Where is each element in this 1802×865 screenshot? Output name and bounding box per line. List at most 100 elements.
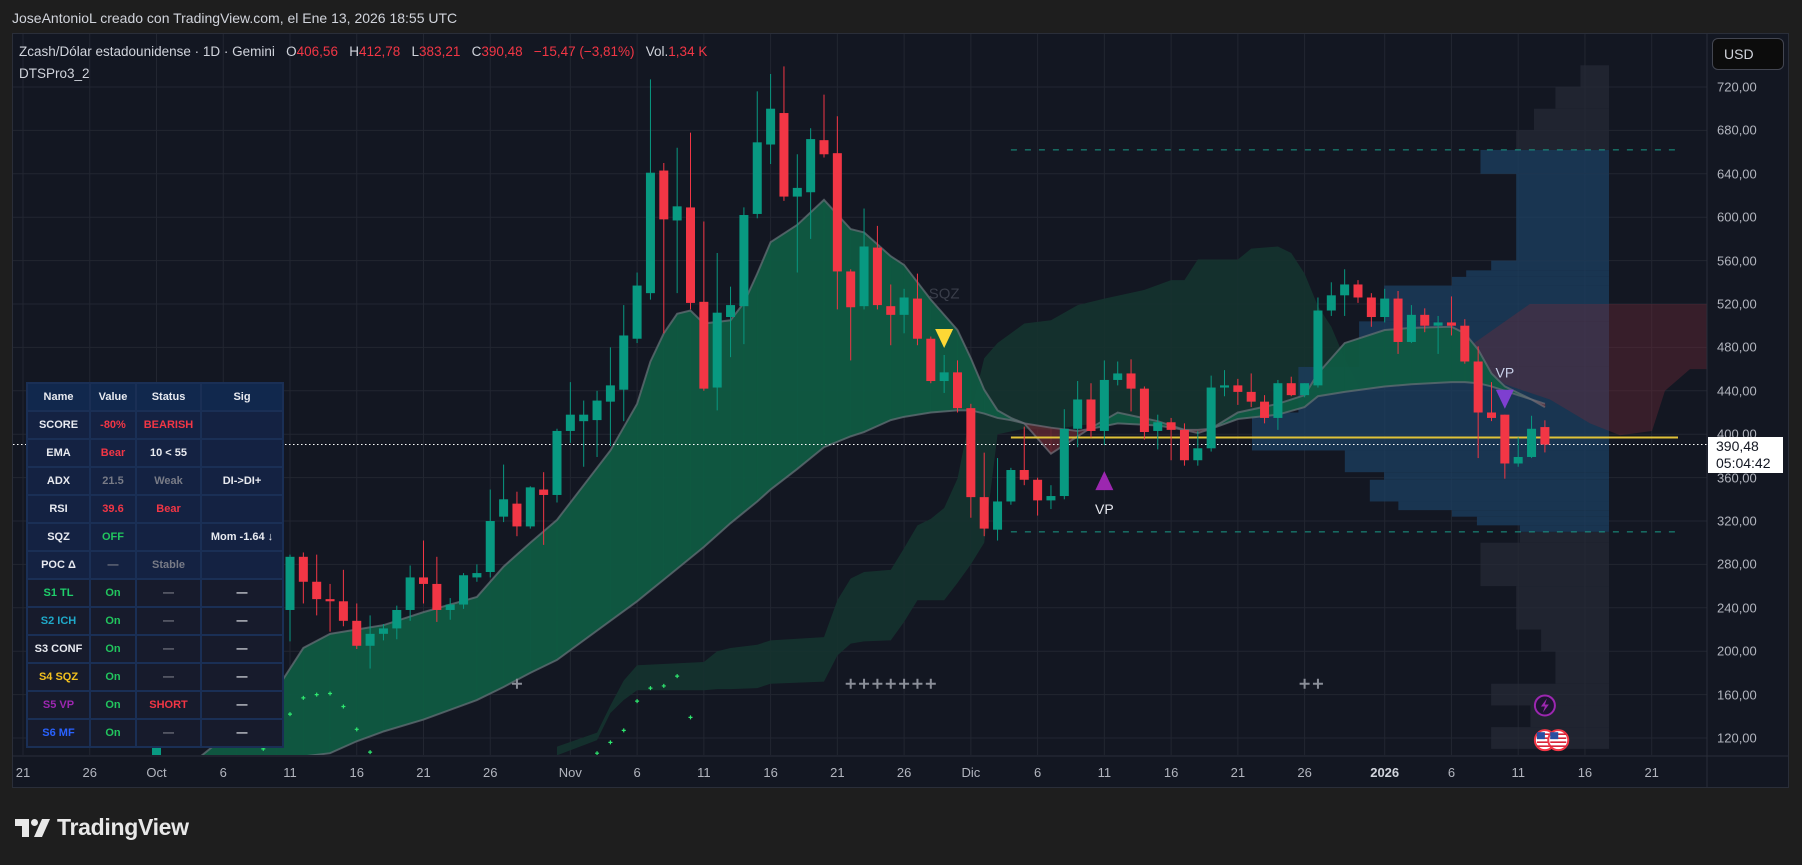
green-dot-marker-icon [314,692,319,697]
table-row: EMA Bear 10 < 55 [26,438,284,468]
candle-body [459,575,469,605]
candle [726,286,736,358]
candle-body [1179,429,1189,461]
date-tick-label: 26 [896,765,912,780]
volume-profile-bar [1451,276,1609,286]
candle [1139,386,1149,440]
volume-profile-bar [1491,683,1609,706]
row-value: On [89,634,137,664]
low-label: L [411,44,420,59]
row-value: On [89,578,137,608]
candle [285,554,295,642]
candle [1460,319,1470,364]
price-tick-label: 560,00 [1717,253,1757,269]
green-dot-marker-icon [688,715,693,720]
table-row: S1 TL On — — [26,578,284,608]
candle [392,605,402,640]
row-signal: — [200,634,284,664]
date-tick-label: 6 [633,765,641,780]
volume-profile-bar [1369,479,1609,502]
date-tick-label: 16 [349,765,364,780]
candle [806,128,816,239]
row-value: On [89,662,137,692]
candle-body [1099,379,1109,431]
candle-body [806,139,816,193]
candle-body [152,740,161,755]
row-signal: — [200,718,284,748]
candle-body [1206,387,1216,449]
table-header-cell: Sig [200,382,284,412]
candle-body [312,581,322,600]
currency-button[interactable]: USD [1712,38,1784,70]
ema-fast-line [200,198,1546,755]
candle [1206,375,1216,452]
candle [939,354,949,393]
symbol-name[interactable]: Zcash/Dólar estadounidense · 1D · Gemini [19,44,275,59]
indicator-dashboard: Name Value Status Sig SCORE -80% BEARISH EMA Bea… [26,382,284,748]
ema-band-segment [663,312,678,581]
bear-zone [1464,304,1707,436]
candle [539,472,549,545]
price-tick-label: 640,00 [1717,166,1757,182]
candle-body [619,335,629,390]
row-signal [200,494,284,524]
candle-body [872,247,882,306]
candle-body [953,372,962,409]
symbol-legend: Zcash/Dólar estadounidense · 1D · Gemini… [19,44,707,59]
date-tick-label: 2026 [1370,765,1400,780]
candle-body [592,400,602,421]
date-tick-label: 21 [1230,765,1246,780]
volume-profile-bar [1451,510,1609,517]
candle [405,565,415,621]
candle-body [512,503,522,527]
row-value: On [89,718,137,748]
candle-body [1113,373,1123,380]
price-tick-label: 120,00 [1717,730,1757,746]
indicator-name[interactable]: DTSPro3_2 [19,66,90,81]
table-row: POC Δ — Stable [26,550,284,580]
volume-profile-bar [1555,651,1609,684]
volume-profile-bar [1480,542,1609,587]
candle [993,458,1003,541]
candle-body [779,113,789,197]
row-status [135,522,202,552]
candle [899,288,909,334]
candle-body [859,246,869,307]
plus-marker-icon [925,678,936,689]
date-tick-label: Dic [961,765,981,780]
volume-profile-bar [1516,130,1609,150]
price-tick-label: 680,00 [1717,122,1757,138]
candle [1260,395,1270,424]
candle-body [752,142,762,214]
candle [472,564,482,582]
plus-marker-icon [1312,678,1323,689]
candle-body [632,285,642,339]
date-tick-label: 21 [15,765,31,780]
candle [325,583,335,632]
candle-body [485,521,495,572]
candle-body [552,430,562,495]
candle-body [766,108,776,145]
bear-zone-area [1464,304,1707,436]
table-header-cell: Value [89,382,137,412]
green-dot-marker-icon [661,683,666,688]
tradingview-logo[interactable]: TradingView [15,814,189,841]
candle-body [1460,325,1470,362]
date-tick-label: 26 [483,765,498,780]
candle [1433,315,1443,354]
candle [378,624,388,641]
candle [699,221,709,391]
row-signal: — [200,578,284,608]
plus-marker-icon [1299,678,1310,689]
row-status: — [135,662,202,692]
us-flag-icon [1547,729,1570,752]
candle-body [1527,428,1537,457]
price-tick-label: 280,00 [1717,556,1757,572]
chart-credit: JoseAntonioL creado con TradingView.com,… [12,10,458,26]
candle-body [912,298,922,339]
candle [605,347,615,447]
row-status: — [135,606,202,636]
candle-body [1487,412,1496,418]
plus-marker-icon [912,678,923,689]
